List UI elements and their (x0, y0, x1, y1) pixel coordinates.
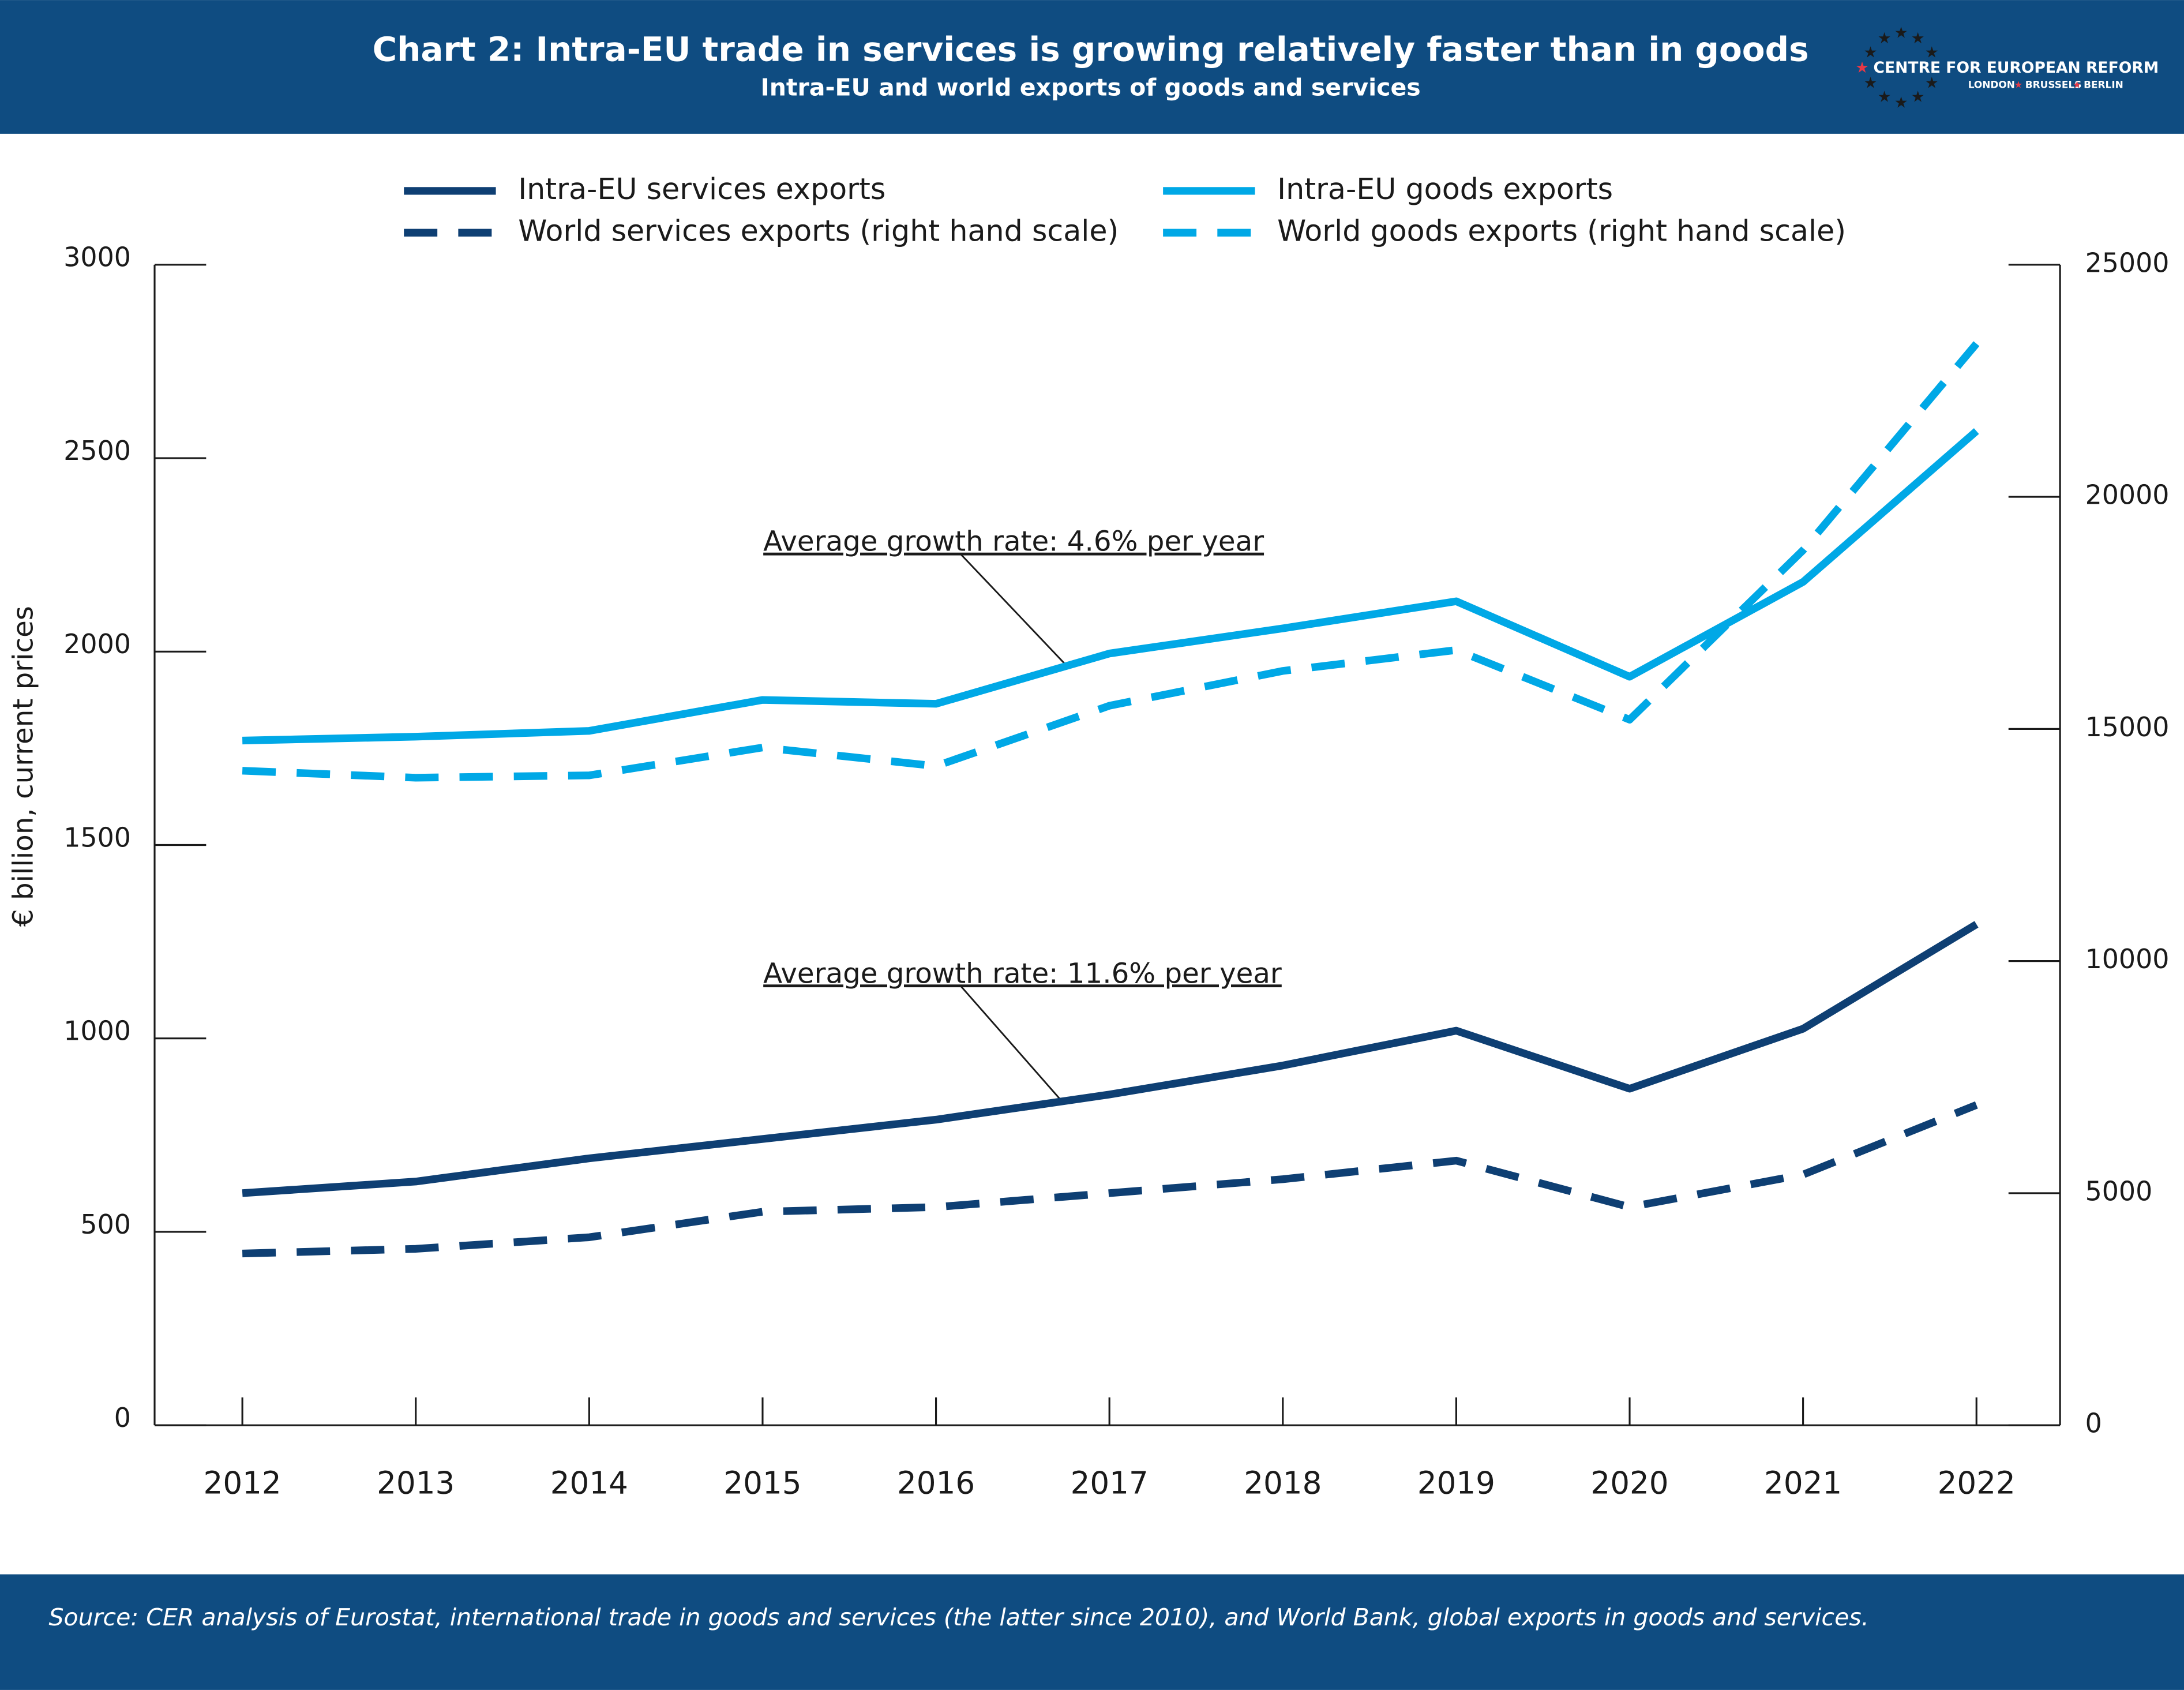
logo-sep: ★ (2014, 78, 2022, 90)
svg-text:★: ★ (1925, 43, 1939, 61)
logo-city: BRUSSELS (2025, 78, 2082, 90)
y-tick-label: 0 (114, 1402, 131, 1433)
x-tick-label: 2019 (1417, 1466, 1495, 1501)
x-tick-label: 2017 (1071, 1466, 1149, 1501)
svg-text:★: ★ (1878, 29, 1892, 47)
logo-name: CENTRE FOR EUROPEAN REFORM (1874, 59, 2159, 77)
logo-city: LONDON (1968, 78, 2015, 90)
y2-tick-label: 25000 (2085, 247, 2170, 278)
header-band (0, 0, 2184, 134)
x-tick-label: 2012 (204, 1466, 282, 1501)
svg-text:★: ★ (1878, 88, 1892, 106)
y2-tick-label: 20000 (2085, 479, 2170, 511)
svg-text:★: ★ (1864, 74, 1878, 92)
y-tick-label: 2000 (63, 628, 131, 659)
logo-sep: ★ (2073, 78, 2081, 90)
svg-text:★: ★ (1925, 74, 1939, 92)
logo: ★ ★ ★ ★ ★ ★ ★ ★ ★ ★ ★ CENTRE FOR EUROPEAN REFO… (1855, 24, 2159, 112)
svg-text:★: ★ (1911, 29, 1925, 47)
y-tick-label: 3000 (63, 242, 131, 273)
x-tick-label: 2013 (377, 1466, 455, 1501)
x-tick-label: 2014 (550, 1466, 628, 1501)
y-tick-label: 500 (80, 1209, 131, 1240)
svg-text:★: ★ (1911, 88, 1925, 106)
annotation: Average growth rate: 4.6% per year (763, 526, 1264, 558)
y-tick-label: 2500 (63, 435, 131, 466)
x-tick-label: 2018 (1244, 1466, 1322, 1501)
x-tick-label: 2015 (723, 1466, 801, 1501)
series-line (242, 1101, 1978, 1258)
y2-tick-label: 10000 (2085, 943, 2170, 975)
series-line (242, 921, 1979, 1197)
annotation-leader (960, 985, 1062, 1101)
y-tick-label: 1500 (63, 822, 131, 853)
series-line (242, 428, 1979, 745)
chart-subtitle: Intra-EU and world exports of goods and … (760, 74, 1420, 102)
series-line (242, 341, 1980, 782)
source-note: Source: CER analysis of Eurostat, intern… (49, 1603, 1869, 1631)
x-tick-label: 2021 (1764, 1466, 1842, 1501)
logo-city: BERLIN (2084, 78, 2123, 90)
annotation: Average growth rate: 11.6% per year (763, 957, 1282, 990)
svg-text:★: ★ (1855, 59, 1869, 77)
x-tick-label: 2020 (1590, 1466, 1668, 1501)
x-tick-label: 2016 (897, 1466, 975, 1501)
svg-text:★: ★ (1864, 43, 1878, 61)
chart-title: Chart 2: Intra-EU trade in services is g… (373, 30, 1809, 69)
legend-label: Intra-EU services exports (518, 172, 885, 206)
x-tick-label: 2022 (1938, 1466, 2016, 1501)
legend-label: World goods exports (right hand scale) (1277, 213, 1846, 248)
svg-text:★: ★ (1894, 93, 1908, 111)
svg-text:★: ★ (1894, 24, 1908, 42)
y2-tick-label: 15000 (2085, 711, 2170, 743)
y-axis-label: € billion, current prices (7, 606, 39, 927)
y2-tick-label: 0 (2085, 1408, 2102, 1439)
y2-tick-label: 5000 (2085, 1175, 2153, 1206)
legend-label: Intra-EU goods exports (1277, 172, 1613, 206)
annotation-leader (960, 554, 1067, 665)
footer-band (0, 1574, 2184, 1690)
logo-stars: ★ ★ ★ ★ ★ ★ ★ ★ ★ ★ ★ (1855, 24, 1939, 112)
legend-label: World services exports (right hand scale… (518, 213, 1119, 248)
y-tick-label: 1000 (63, 1016, 131, 1047)
